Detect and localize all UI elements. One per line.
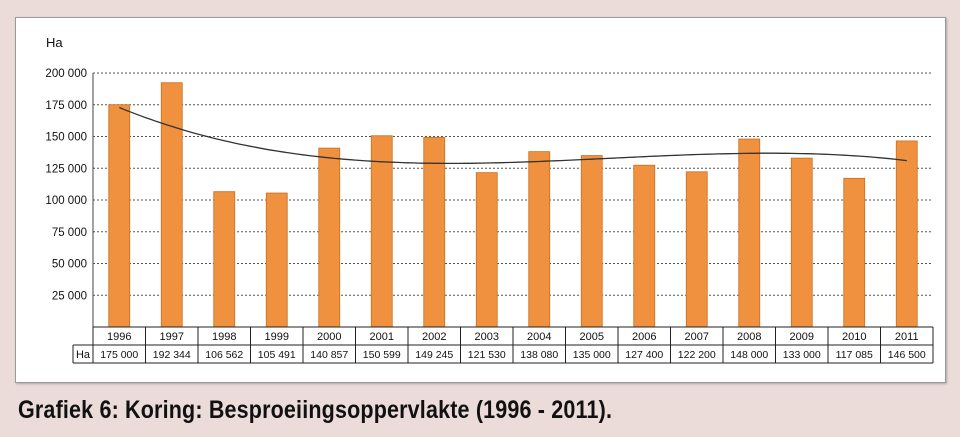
data-label: 106 562 (205, 349, 243, 361)
data-label: 149 245 (415, 349, 453, 361)
y-tick-label: 50 000 (52, 259, 87, 271)
trend-line (119, 106, 907, 165)
data-label: 121 530 (468, 349, 506, 361)
y-axis-title: Ha (46, 35, 63, 50)
data-label: 122 200 (678, 349, 716, 361)
data-label: 135 000 (573, 349, 611, 361)
bar-2006 (633, 164, 656, 328)
bar-1997 (160, 82, 183, 328)
bar-1998 (213, 191, 236, 328)
bar-1999 (265, 192, 288, 328)
data-label: 148 000 (730, 349, 768, 361)
table-row-label: Ha (76, 349, 91, 361)
chart-caption: Grafiek 6: Koring: Besproeiingsoppervlak… (18, 396, 613, 424)
bar-2004 (528, 151, 551, 328)
data-label: 150 599 (363, 349, 401, 361)
x-tick-label: 2000 (317, 331, 341, 343)
x-tick-label: 2010 (842, 331, 866, 343)
y-tick-label: 150 000 (45, 132, 87, 144)
y-tick-label: 75 000 (52, 227, 87, 239)
y-tick-label: 100 000 (45, 195, 87, 207)
x-tick-label: 2008 (737, 331, 761, 343)
data-label: 146 500 (888, 349, 926, 361)
bar-2010 (843, 177, 866, 328)
bar-2002 (423, 137, 446, 328)
data-label: 133 000 (783, 349, 821, 361)
y-tick-label: 125 000 (45, 163, 87, 175)
data-label: 105 491 (258, 349, 296, 361)
data-label: 192 344 (153, 349, 191, 361)
x-tick-label: 2007 (685, 331, 709, 343)
x-tick-label: 2011 (895, 331, 919, 343)
data-label: 117 085 (836, 349, 873, 361)
x-tick-label: 2004 (527, 331, 551, 343)
bar-2003 (475, 172, 498, 328)
data-label: 140 857 (310, 349, 348, 361)
data-label: 175 000 (100, 349, 138, 361)
y-tick-label: 25 000 (52, 290, 87, 302)
bar-2005 (580, 155, 603, 328)
x-tick-label: 2009 (790, 331, 814, 343)
x-tick-label: 2001 (370, 331, 394, 343)
x-tick-label: 1998 (212, 331, 236, 343)
x-tick-label: 2003 (475, 331, 499, 343)
koring-chart: Ha 25 000 50 000 75 000 100 000 125 000 150 00… (45, 35, 934, 364)
bar-2009 (790, 157, 813, 328)
x-tick-label: 2005 (580, 331, 604, 343)
bar-1996 (108, 104, 131, 328)
bar-2001 (370, 135, 393, 328)
x-tick-label: 2006 (632, 331, 656, 343)
x-tick-label: 2002 (422, 331, 446, 343)
bar-2011 (895, 140, 918, 328)
y-tick-label: 200 000 (45, 68, 87, 80)
bar-2008 (738, 138, 761, 328)
data-label: 138 080 (520, 349, 558, 361)
y-tick-label: 175 000 (45, 100, 87, 112)
x-tick-label: 1997 (160, 331, 184, 343)
bar-2000 (318, 147, 341, 328)
x-tick-label: 1999 (265, 331, 289, 343)
data-label: 127 400 (625, 349, 663, 361)
bar-2007 (685, 171, 708, 328)
x-tick-label: 1996 (107, 331, 131, 343)
chart-panel: Ha 25 000 50 000 75 000 100 000 125 000 150 00… (15, 17, 946, 383)
